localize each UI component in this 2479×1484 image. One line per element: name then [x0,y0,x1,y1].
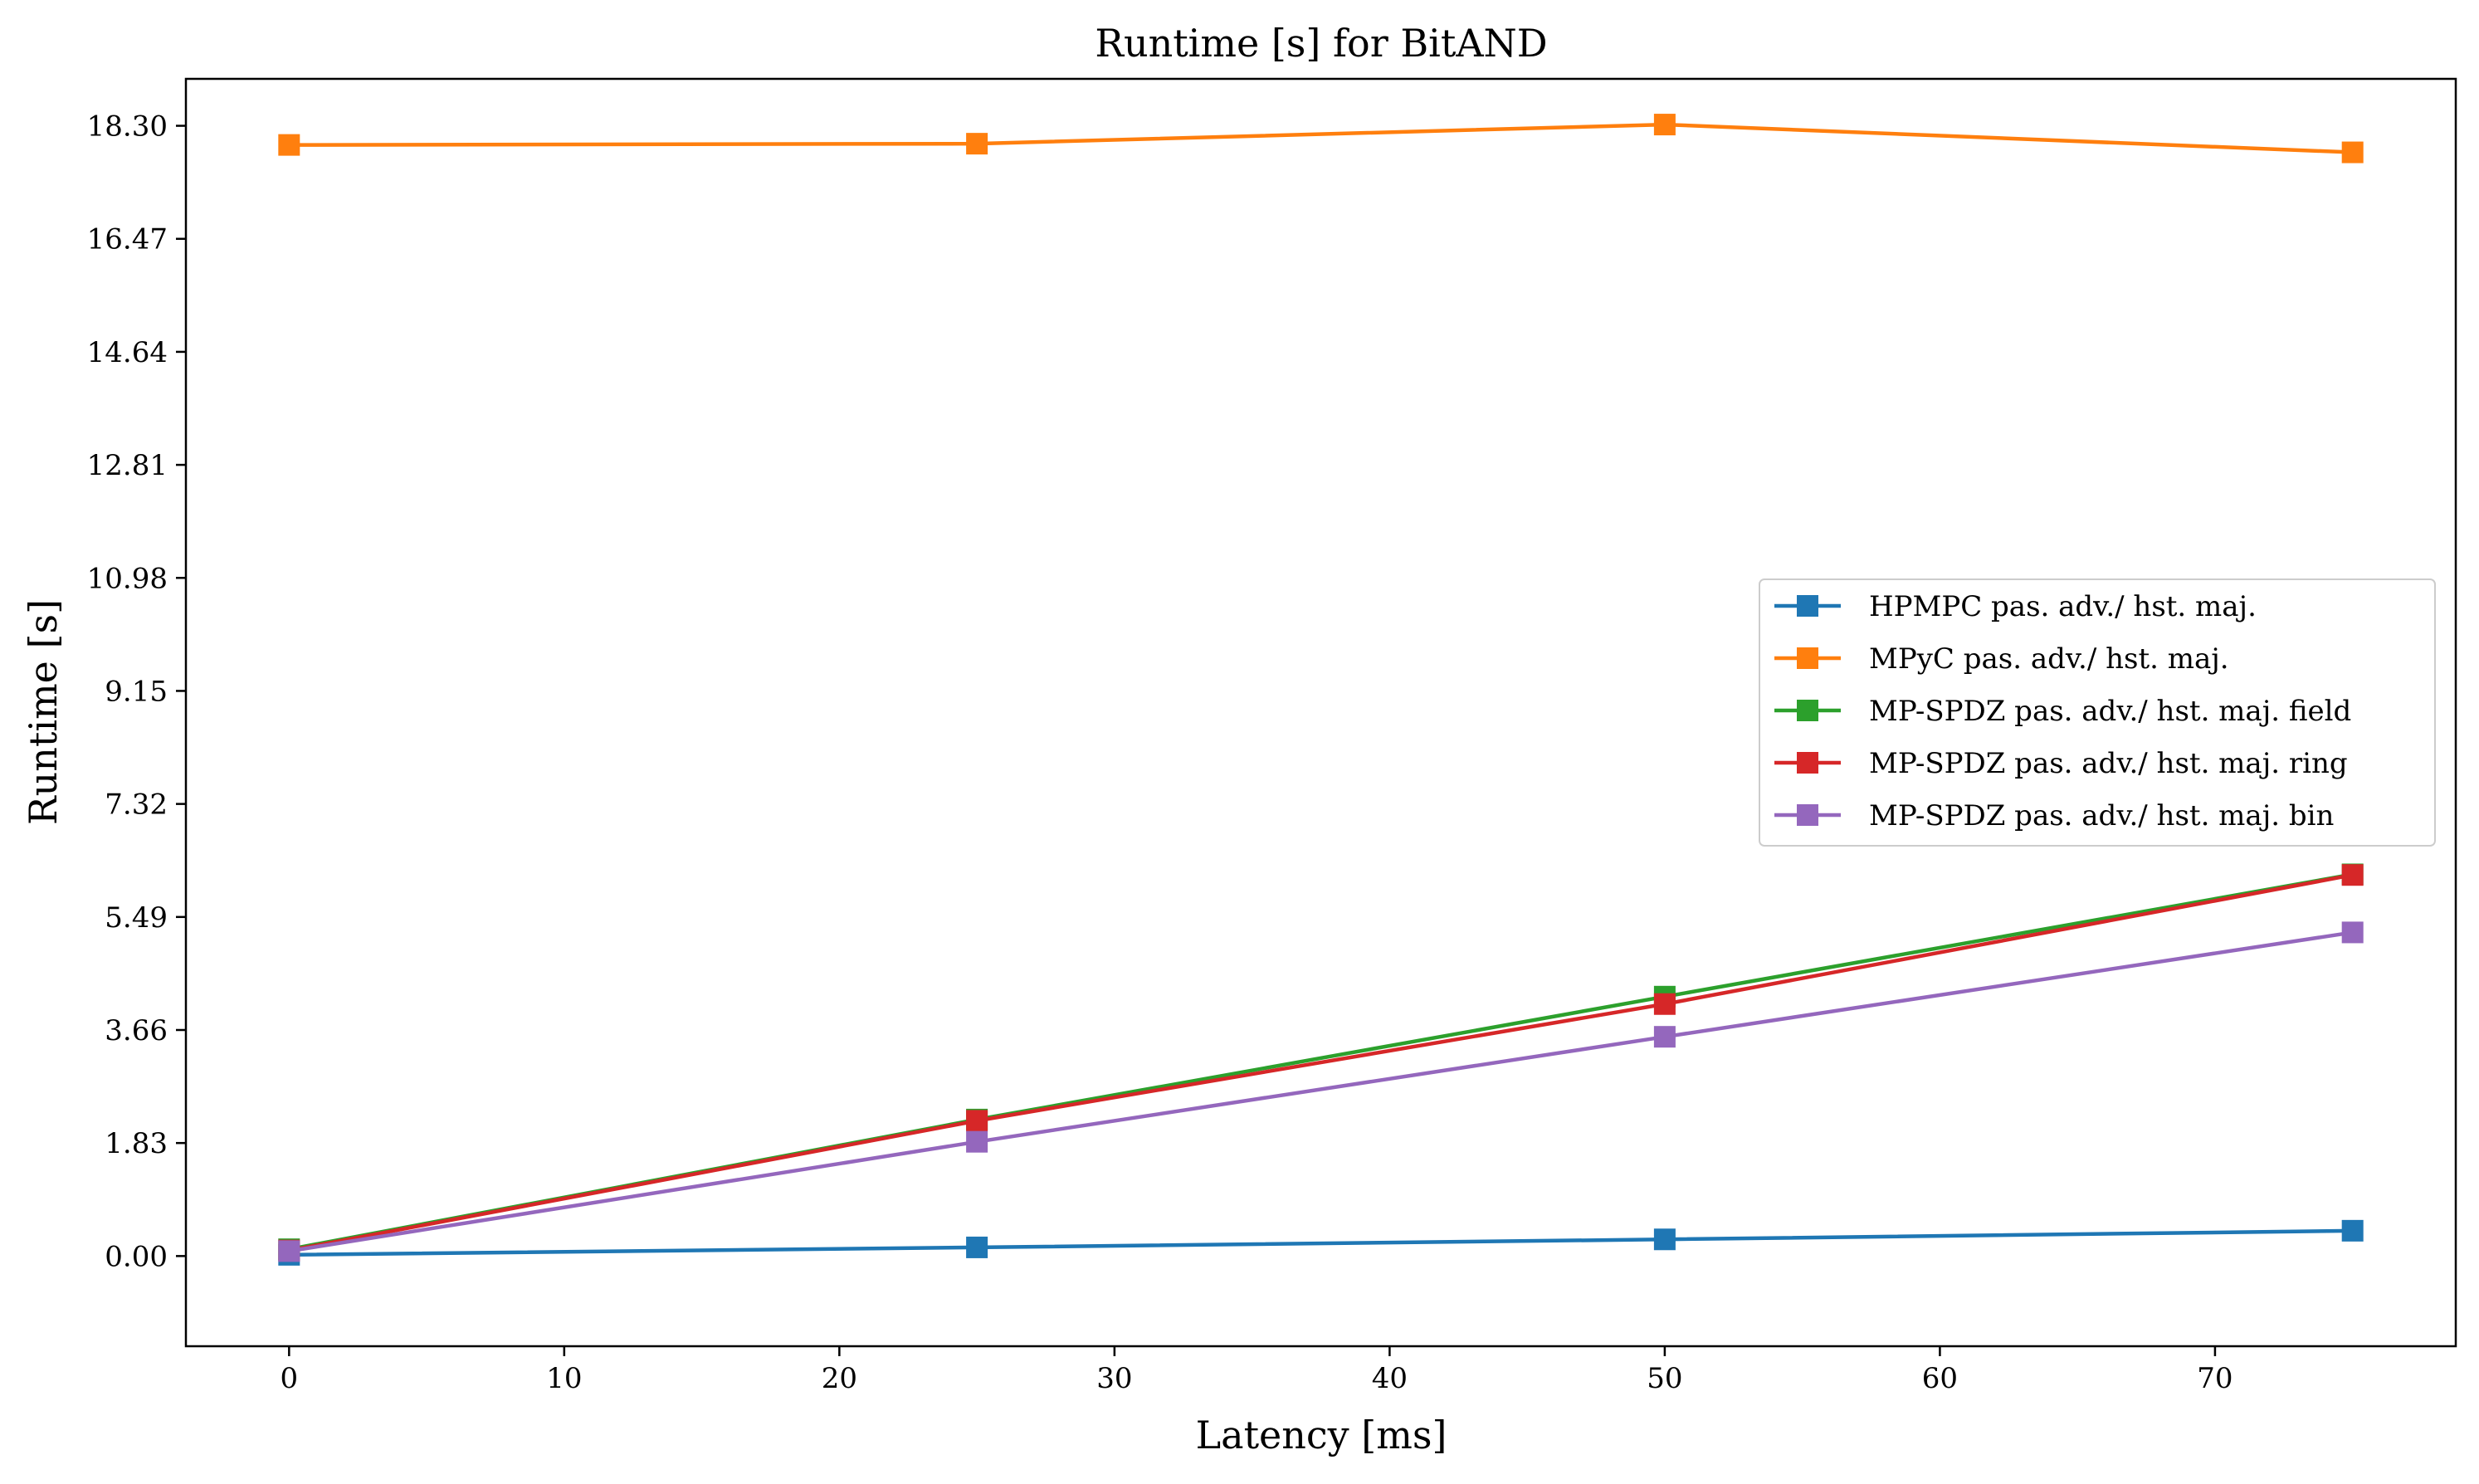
series-line [288,873,2354,1252]
legend-box [1759,578,2436,847]
plot-frame [184,77,2457,1348]
series-point [1653,1228,1676,1251]
series-point [966,133,988,155]
legend-label: MP-SPDZ pas. adv./ hst. maj. ring [1869,747,2348,780]
series-point [1653,114,1676,136]
y-tick-label: 16.47 [87,223,168,256]
legend-marker [1797,595,1818,617]
legend-marker [1797,804,1818,826]
legend-marker [1797,752,1818,774]
y-tick-label: 14.64 [87,336,168,369]
legend-marker [1797,700,1818,721]
x-tick-label: 20 [822,1362,857,1395]
x-axis-ticks: 0 10 20 30 40 50 60 70 [280,1346,2233,1395]
y-tick-label: 18.30 [87,110,168,144]
series-point [966,1236,988,1258]
series-layer [278,114,2364,1266]
x-tick-label: 40 [1372,1362,1408,1395]
y-tick-label: 9.15 [105,675,168,708]
series-line [289,122,2353,154]
chart-title: Runtime [s] for BitAND [1095,21,1547,66]
y-axis-label: Runtime [s] [21,599,66,825]
series-point [2341,1219,2364,1242]
y-tick-label: 7.32 [105,788,168,822]
series-point [2341,921,2364,944]
x-tick-label: 10 [546,1362,582,1395]
legend: HPMPC pas. adv./ hst. maj. MPyC pas. adv.… [1759,578,2436,847]
series-point [966,1130,988,1153]
x-tick-label: 50 [1647,1362,1682,1395]
legend-label: HPMPC pas. adv./ hst. maj. [1869,590,2257,623]
legend-items: HPMPC pas. adv./ hst. maj. MPyC pas. adv.… [1774,590,2351,832]
legend-marker [1797,647,1818,669]
series-point [1653,1026,1676,1048]
x-tick-label: 0 [280,1362,298,1395]
series-line [289,1228,2353,1257]
y-tick-label: 0.00 [105,1240,168,1273]
y-tick-label: 3.66 [105,1014,168,1047]
legend-label: MP-SPDZ pas. adv./ hst. maj. bin [1869,799,2334,832]
series-point [966,1110,988,1132]
x-axis-label: Latency [ms] [1196,1413,1447,1457]
y-axis-ticks: 0.00 1.83 3.66 5.49 7.32 9.15 10.98 12.81 14.64 1… [87,110,186,1273]
x-tick-label: 70 [2197,1362,2233,1395]
y-tick-label: 5.49 [105,901,168,935]
y-tick-label: 1.83 [105,1127,168,1160]
y-tick-label: 10.98 [87,562,168,595]
y-tick-label: 12.81 [87,449,168,482]
legend-label: MP-SPDZ pas. adv./ hst. maj. field [1869,695,2351,728]
series-point [278,1240,300,1262]
x-tick-label: 30 [1096,1362,1132,1395]
series-point [278,134,300,156]
series-point [2341,141,2364,164]
legend-label: MPyC pas. adv./ hst. maj. [1869,642,2229,676]
series-line [288,930,2354,1253]
series-point [2341,864,2364,886]
x-tick-label: 60 [1922,1362,1958,1395]
series-point [1653,993,1676,1015]
